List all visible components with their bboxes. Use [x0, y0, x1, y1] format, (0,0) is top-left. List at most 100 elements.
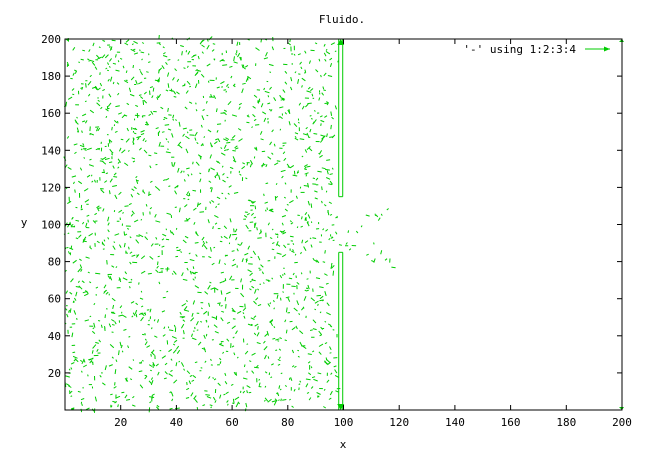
vector-mark [301, 105, 305, 110]
vector-mark [324, 250, 326, 254]
vector-mark [162, 233, 167, 237]
vector-mark [185, 218, 188, 221]
vector-mark [243, 66, 246, 70]
vector-mark [156, 404, 160, 408]
vector-mark [176, 78, 180, 82]
vector-mark [194, 137, 197, 141]
vector-mark [148, 380, 152, 384]
vector-mark [84, 120, 88, 124]
vector-mark [185, 135, 190, 140]
vector-mark [225, 90, 227, 93]
vector-mark [231, 263, 237, 267]
vector-mark [153, 319, 156, 322]
vector-mark [218, 343, 224, 347]
vector-mark [184, 309, 190, 312]
vector-mark [117, 120, 119, 124]
vector-mark [75, 219, 80, 222]
vector-mark [220, 235, 223, 239]
vector-mark [205, 319, 208, 322]
vector-mark [156, 96, 159, 100]
vector-mark [65, 290, 69, 294]
vector-mark [323, 52, 327, 57]
vector-mark [291, 405, 294, 408]
vector-mark [172, 349, 177, 354]
vector-mark [304, 240, 309, 244]
vector-mark [141, 58, 143, 61]
vector-mark [158, 77, 160, 83]
vector-mark [301, 216, 303, 220]
vector-mark [148, 113, 152, 117]
vector-mark [182, 133, 185, 137]
vector-mark [196, 142, 199, 145]
vector-mark [256, 364, 259, 368]
vector-mark [158, 281, 161, 285]
vector-mark [213, 246, 216, 249]
vector-mark [258, 230, 263, 235]
vector-mark [219, 357, 222, 361]
vector-mark [375, 214, 379, 218]
vector-mark [124, 42, 129, 46]
vector-mark [133, 132, 137, 135]
vector-mark [211, 262, 215, 266]
vector-mark [141, 359, 144, 362]
vector-mark [280, 398, 282, 402]
vector-mark [222, 279, 227, 283]
vector-mark [331, 265, 335, 269]
vector-mark [202, 109, 205, 112]
vector-mark [305, 103, 309, 108]
vector-mark [269, 71, 272, 73]
vector-mark [324, 58, 327, 62]
vector-mark [169, 230, 172, 234]
vector-mark [169, 391, 172, 394]
vector-mark [293, 123, 298, 128]
vector-mark [185, 148, 189, 154]
vector-mark [126, 102, 130, 106]
vector-mark [325, 177, 331, 180]
vector-mark [235, 402, 239, 408]
vector-mark [158, 244, 161, 247]
vector-mark [216, 160, 221, 164]
vector-mark [115, 54, 117, 58]
vector-mark [69, 308, 72, 313]
vector-mark [180, 251, 183, 253]
vector-mark [299, 380, 302, 383]
vector-mark [203, 245, 208, 250]
vector-mark [314, 190, 318, 193]
vector-mark [85, 407, 90, 411]
vector-mark [149, 308, 152, 313]
vector-mark [73, 225, 76, 228]
vector-mark [220, 305, 223, 307]
vector-mark [66, 313, 69, 318]
vector-mark [70, 245, 73, 249]
vector-mark [72, 300, 75, 303]
vector-mark [111, 153, 114, 156]
vector-mark [140, 316, 144, 322]
vector-mark [156, 406, 160, 410]
vector-mark [96, 54, 101, 60]
vector-mark [297, 355, 300, 358]
vector-mark [138, 69, 141, 71]
vector-mark [98, 46, 101, 49]
vector-mark [214, 330, 219, 334]
vector-mark [322, 299, 324, 302]
vector-mark [334, 369, 338, 374]
vector-mark [207, 219, 210, 224]
vector-mark [158, 43, 161, 46]
vector-mark [163, 377, 167, 380]
vector-mark [177, 141, 182, 147]
vector-mark [289, 398, 291, 401]
vector-mark [182, 84, 186, 87]
vector-mark [313, 110, 316, 112]
vector-mark [115, 359, 118, 363]
y-tick-label: 60 [48, 293, 61, 306]
vector-mark [245, 402, 248, 408]
vector-mark [143, 99, 148, 104]
vector-mark [201, 347, 206, 350]
vector-mark [172, 343, 176, 346]
vector-mark [301, 239, 304, 244]
vector-mark [121, 149, 126, 154]
vector-mark [233, 352, 236, 356]
vector-mark [118, 191, 122, 196]
vector-mark [183, 306, 188, 311]
vector-mark [181, 316, 186, 319]
